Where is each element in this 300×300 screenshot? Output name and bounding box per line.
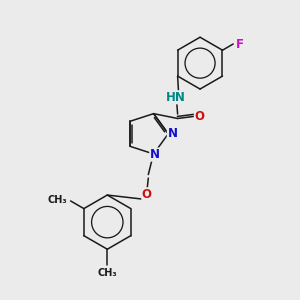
- Text: N: N: [150, 148, 160, 161]
- Text: O: O: [142, 188, 152, 201]
- Text: HN: HN: [166, 91, 186, 104]
- Text: CH₃: CH₃: [47, 195, 67, 205]
- Text: CH₃: CH₃: [98, 268, 117, 278]
- Text: O: O: [194, 110, 204, 123]
- Text: F: F: [236, 38, 244, 50]
- Text: N: N: [167, 127, 177, 140]
